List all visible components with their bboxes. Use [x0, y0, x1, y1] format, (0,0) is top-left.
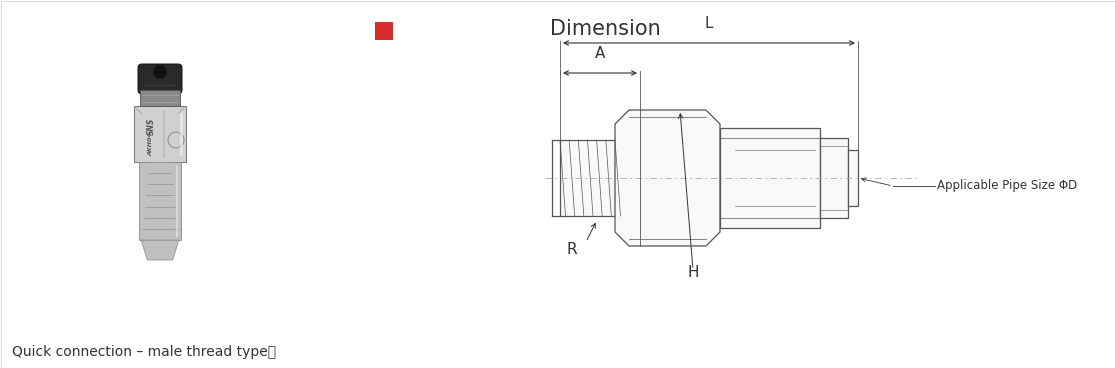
Bar	[140, 90, 180, 106]
Bar	[375, 22, 392, 40]
Polygon shape	[615, 110, 720, 246]
Bar	[820, 138, 849, 218]
Text: A: A	[594, 46, 605, 61]
Circle shape	[154, 66, 166, 78]
Bar	[849, 150, 859, 206]
Text: L: L	[705, 17, 714, 32]
Bar	[134, 106, 186, 162]
Text: Dimension: Dimension	[550, 19, 661, 39]
Text: H: H	[687, 265, 699, 280]
Text: Quick connection – male thread type式: Quick connection – male thread type式	[12, 345, 277, 359]
Bar	[560, 140, 615, 216]
Polygon shape	[142, 240, 178, 260]
Bar	[720, 128, 820, 228]
Text: Applicable Pipe Size ΦD: Applicable Pipe Size ΦD	[937, 180, 1077, 192]
Text: R: R	[566, 243, 578, 258]
Text: AKH04: AKH04	[148, 132, 154, 156]
Text: SNS: SNS	[146, 117, 155, 135]
FancyBboxPatch shape	[138, 64, 182, 94]
Bar	[139, 162, 181, 240]
